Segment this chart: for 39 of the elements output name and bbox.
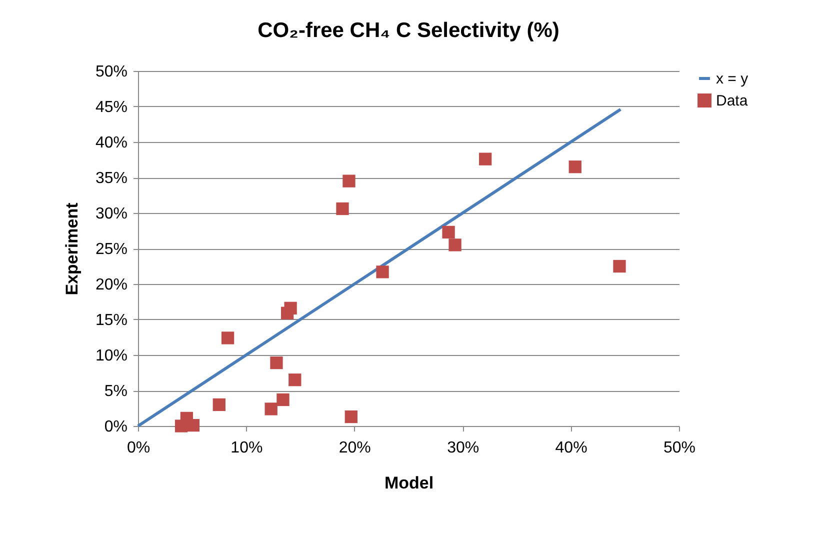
y-axis-title: Experiment — [62, 202, 82, 296]
point — [276, 393, 290, 406]
y-tick-label: 15% — [95, 312, 128, 329]
point — [284, 302, 297, 314]
y-tick-label: 50% — [95, 64, 128, 80]
x-tick-label: 10% — [230, 440, 263, 456]
point — [568, 160, 582, 174]
point — [478, 152, 492, 166]
x-tick-label: 20% — [338, 440, 371, 456]
legend-label: x = y — [716, 70, 749, 88]
x-tick-label: 0% — [126, 440, 150, 456]
chart-title: CO₂-free CH₄ C Selectivity (%) — [258, 19, 560, 42]
y-tick-label: 10% — [95, 348, 128, 364]
y-tick-label: 40% — [95, 134, 128, 152]
point — [448, 238, 462, 252]
point — [442, 226, 455, 238]
y-tick-label: 0% — [104, 418, 128, 436]
point — [376, 266, 389, 278]
point — [288, 374, 302, 386]
y-tick-label: 5% — [104, 383, 128, 400]
point — [613, 260, 626, 273]
x-tick-label: 30% — [447, 440, 480, 456]
point — [186, 418, 200, 432]
y-tick-label: 20% — [95, 276, 128, 294]
x-tick-label: 40% — [555, 440, 588, 456]
y-tick-label: 30% — [95, 206, 128, 222]
y-tick-label: 45% — [95, 99, 128, 116]
x-tick-label: 50% — [663, 440, 696, 456]
point — [336, 202, 349, 216]
point — [270, 356, 283, 370]
legend-label: Data — [716, 92, 748, 110]
x-axis-title: Model — [384, 474, 434, 492]
point — [221, 332, 234, 344]
point — [212, 398, 226, 412]
point — [344, 410, 358, 424]
y-tick-label: 35% — [95, 170, 128, 187]
point — [264, 402, 278, 416]
y-tick-label: 25% — [95, 241, 128, 258]
point — [342, 174, 356, 188]
